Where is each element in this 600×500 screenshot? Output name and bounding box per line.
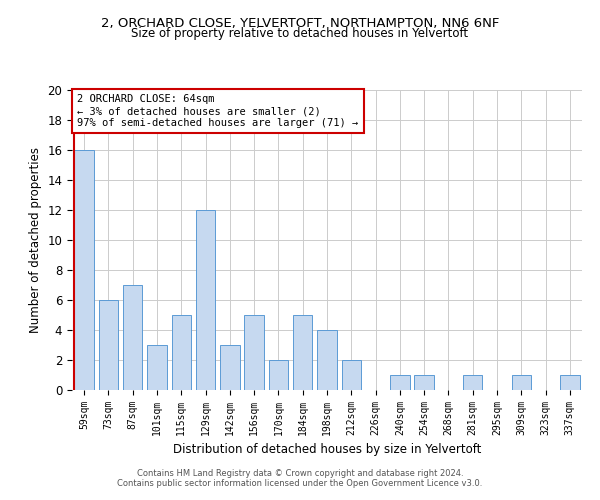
Bar <box>74 150 94 390</box>
Bar <box>269 360 288 390</box>
Bar <box>196 210 215 390</box>
Y-axis label: Number of detached properties: Number of detached properties <box>29 147 42 333</box>
Bar <box>172 315 191 390</box>
Bar <box>244 315 264 390</box>
Bar <box>147 345 167 390</box>
Bar <box>123 285 142 390</box>
Text: Contains public sector information licensed under the Open Government Licence v3: Contains public sector information licen… <box>118 478 482 488</box>
Bar <box>341 360 361 390</box>
Bar <box>317 330 337 390</box>
Bar <box>512 375 531 390</box>
Bar <box>220 345 239 390</box>
Text: 2 ORCHARD CLOSE: 64sqm
← 3% of detached houses are smaller (2)
97% of semi-detac: 2 ORCHARD CLOSE: 64sqm ← 3% of detached … <box>77 94 358 128</box>
Bar <box>390 375 410 390</box>
Bar <box>99 300 118 390</box>
Text: Size of property relative to detached houses in Yelvertoft: Size of property relative to detached ho… <box>131 28 469 40</box>
Bar <box>560 375 580 390</box>
Text: Contains HM Land Registry data © Crown copyright and database right 2024.: Contains HM Land Registry data © Crown c… <box>137 468 463 477</box>
Text: 2, ORCHARD CLOSE, YELVERTOFT, NORTHAMPTON, NN6 6NF: 2, ORCHARD CLOSE, YELVERTOFT, NORTHAMPTO… <box>101 18 499 30</box>
Bar <box>415 375 434 390</box>
X-axis label: Distribution of detached houses by size in Yelvertoft: Distribution of detached houses by size … <box>173 444 481 456</box>
Bar <box>293 315 313 390</box>
Bar <box>463 375 482 390</box>
